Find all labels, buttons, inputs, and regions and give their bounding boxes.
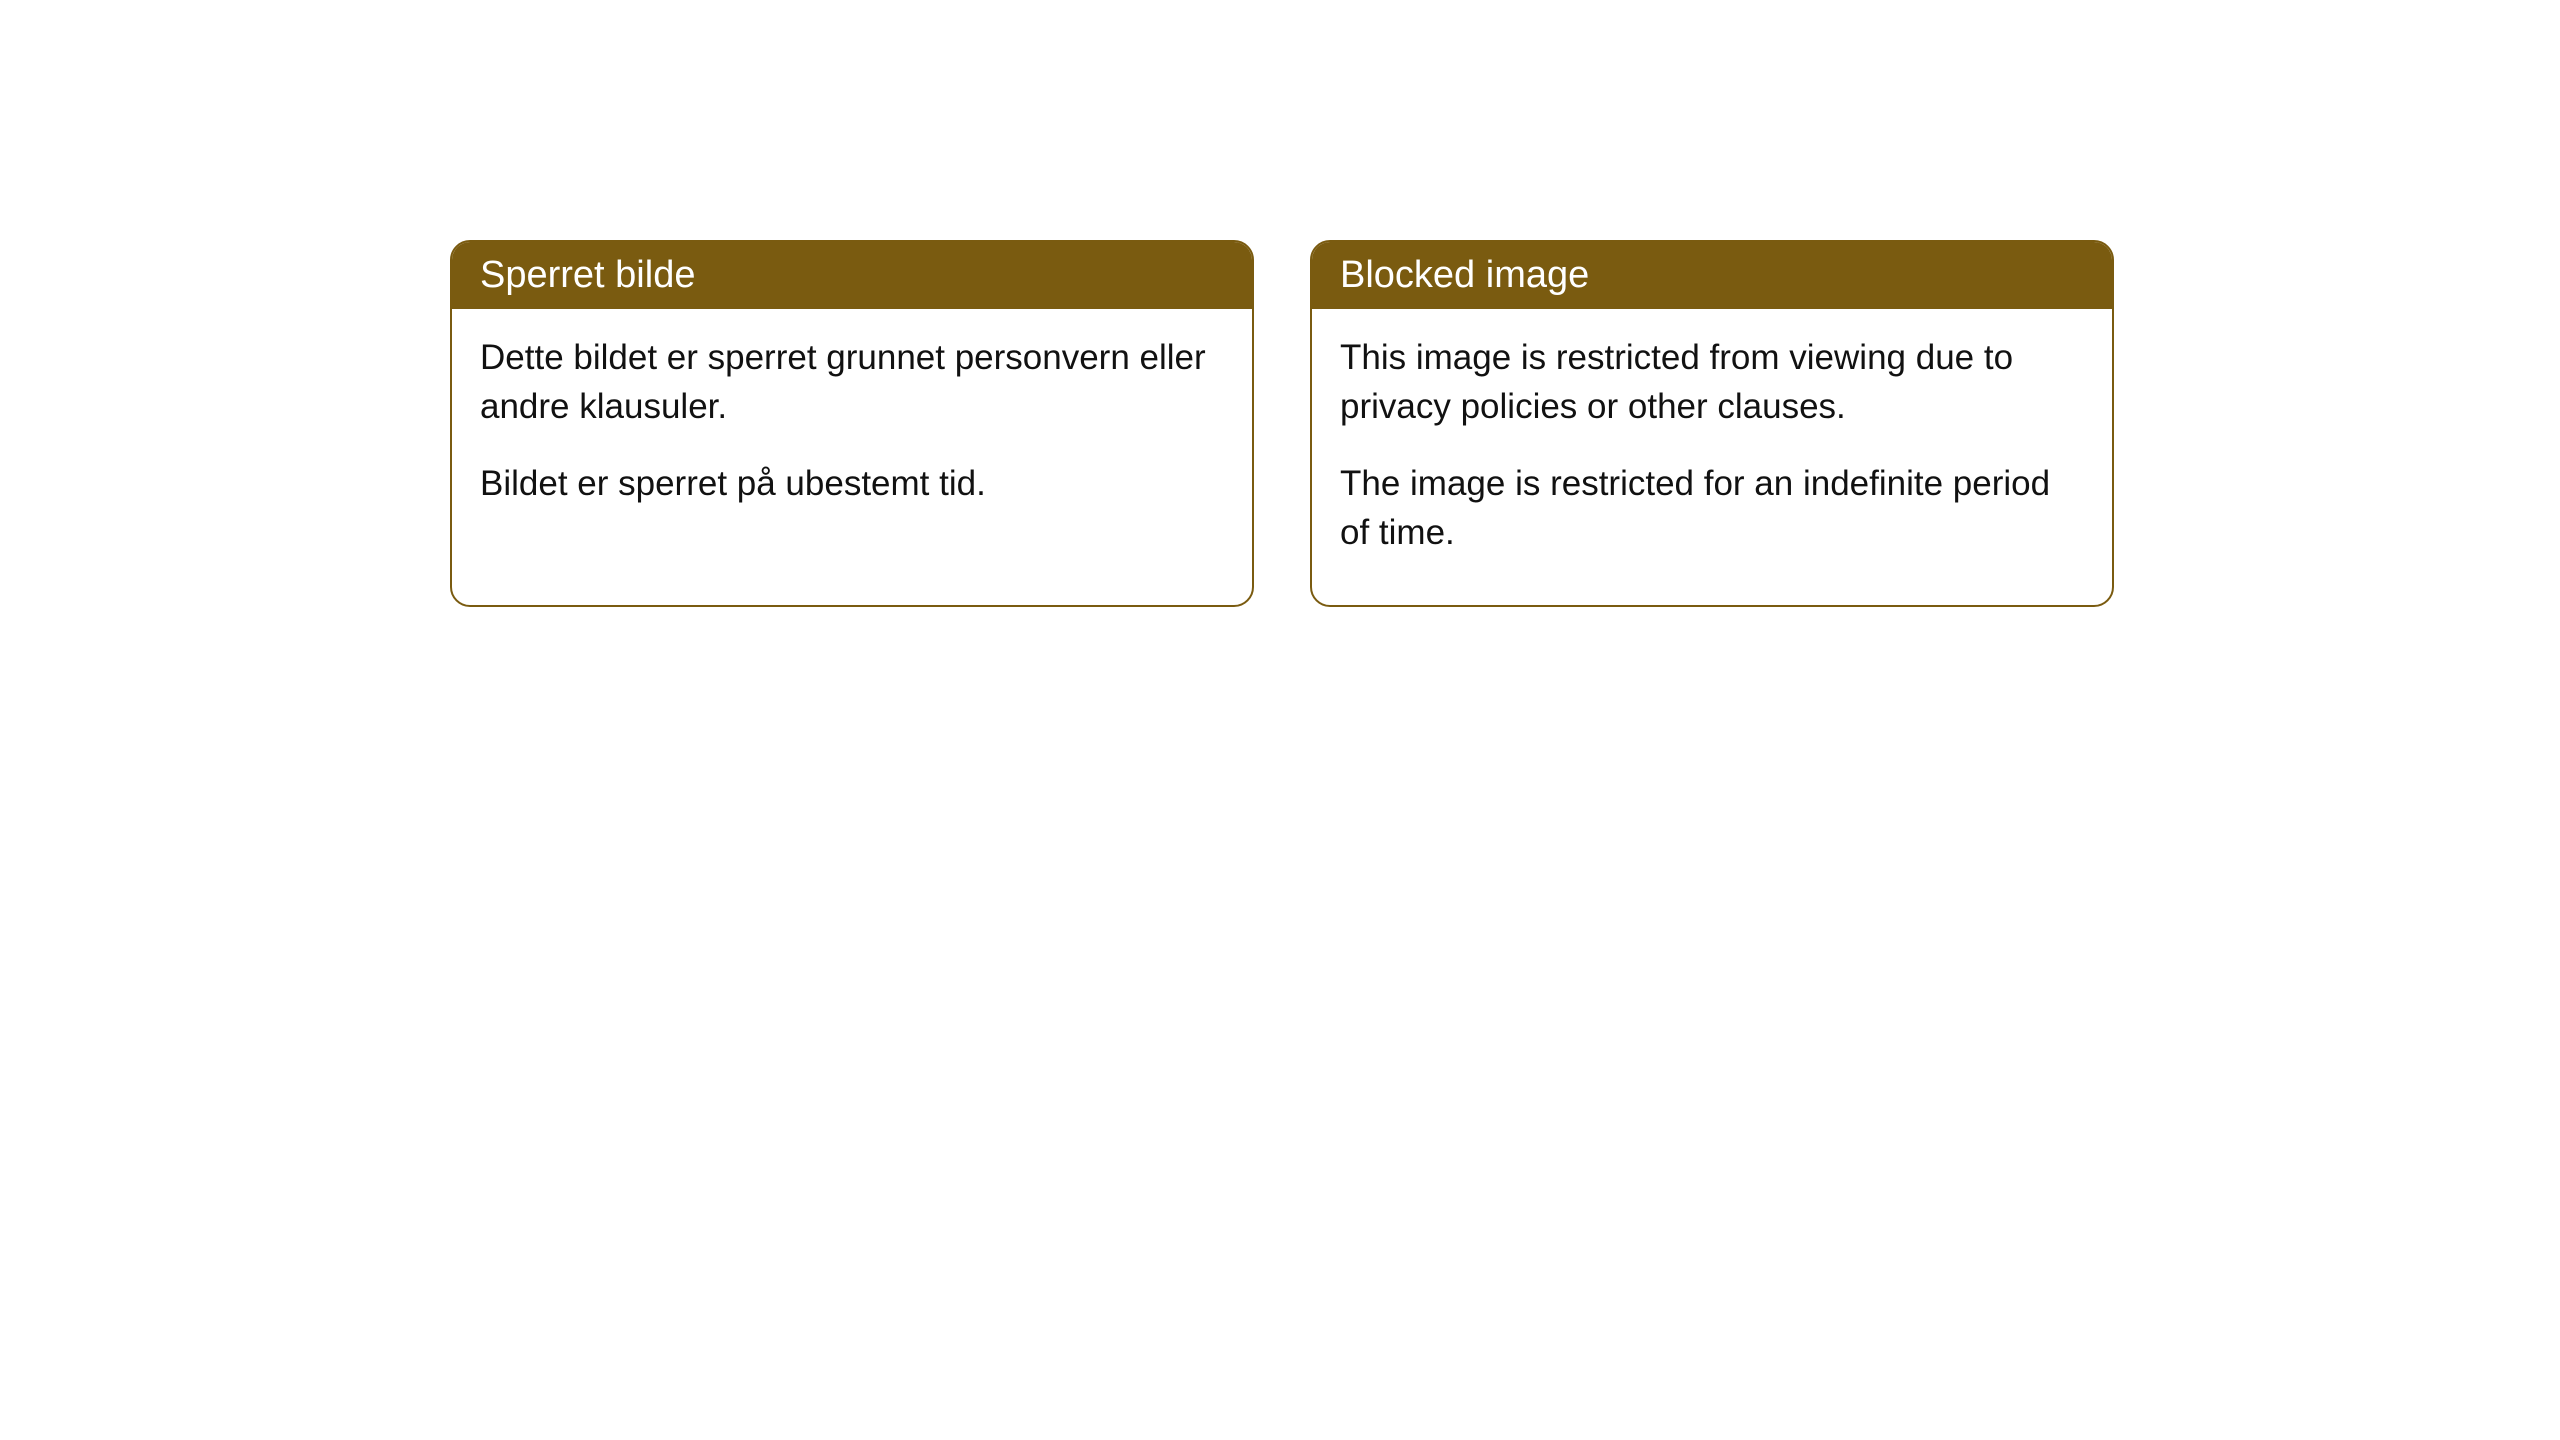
card-paragraph: This image is restricted from viewing du… [1340,333,2084,431]
card-header: Blocked image [1312,242,2112,309]
card-body: This image is restricted from viewing du… [1312,309,2112,605]
blocked-image-card-english: Blocked image This image is restricted f… [1310,240,2114,607]
card-paragraph: Bildet er sperret på ubestemt tid. [480,459,1224,508]
card-paragraph: The image is restricted for an indefinit… [1340,459,2084,557]
notice-cards-container: Sperret bilde Dette bildet er sperret gr… [450,240,2114,607]
card-paragraph: Dette bildet er sperret grunnet personve… [480,333,1224,431]
card-title: Sperret bilde [480,254,695,296]
card-title: Blocked image [1340,254,1589,296]
card-body: Dette bildet er sperret grunnet personve… [452,309,1252,556]
card-header: Sperret bilde [452,242,1252,309]
blocked-image-card-norwegian: Sperret bilde Dette bildet er sperret gr… [450,240,1254,607]
